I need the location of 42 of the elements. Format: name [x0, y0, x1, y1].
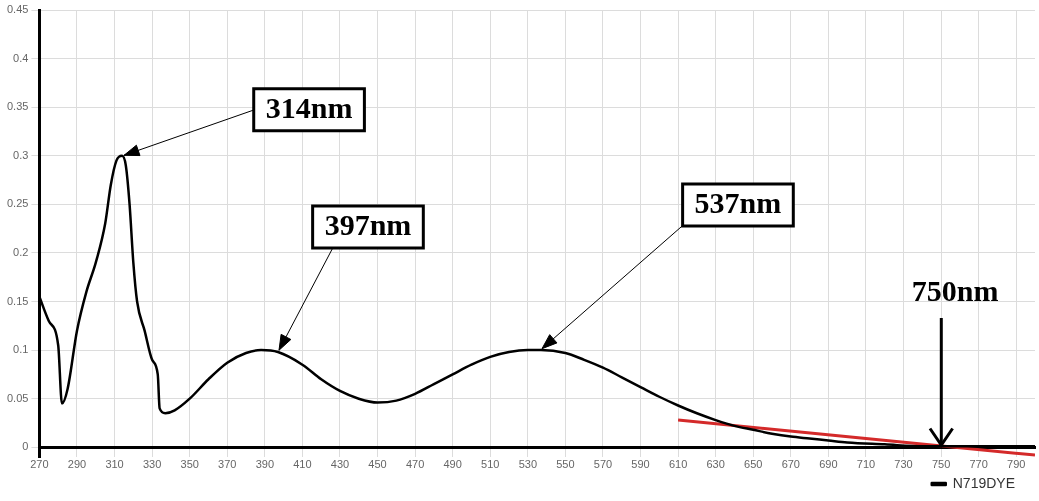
x-tick-label: 470 — [405, 457, 425, 470]
x-tick-label: 650 — [744, 457, 763, 470]
y-tick-label: 0 — [22, 440, 29, 453]
x-tick-label: 570 — [593, 457, 613, 470]
legend-label: N719DYE — [952, 474, 1016, 491]
x-tick-label: 550 — [556, 457, 575, 470]
x-tick-label: 610 — [668, 457, 688, 470]
x-tick-label: 730 — [894, 457, 913, 470]
annotation: 750nm — [911, 274, 999, 308]
x-tick-label: 490 — [443, 457, 462, 470]
y-tick-label: 0.1 — [13, 343, 29, 356]
annotation: 314nm — [265, 90, 353, 124]
x-tick-label: 670 — [781, 457, 800, 470]
y-tick-label: 0.35 — [6, 100, 29, 113]
x-tick-label: 390 — [255, 457, 275, 470]
x-tick-label: 430 — [330, 457, 350, 470]
x-tick-label: 330 — [142, 457, 162, 470]
x-tick-label: 450 — [368, 457, 387, 470]
y-tick-label: 0.25 — [6, 197, 29, 210]
y-tick-label: 0.4 — [13, 51, 29, 64]
x-tick-label: 590 — [631, 457, 650, 470]
x-tick-label: 790 — [1007, 457, 1026, 470]
x-tick-label: 770 — [969, 457, 988, 470]
x-tick-label: 310 — [105, 457, 124, 470]
annotation: 397nm — [324, 207, 412, 241]
x-tick-label: 370 — [218, 457, 237, 470]
y-tick-label: 0.05 — [6, 391, 29, 404]
y-tick-label: 0.2 — [13, 245, 29, 258]
y-tick-label: 0.15 — [6, 294, 29, 307]
x-tick-label: 270 — [30, 457, 49, 470]
x-tick-label: 350 — [180, 457, 199, 470]
x-tick-label: 290 — [67, 457, 87, 470]
x-tick-label: 510 — [481, 457, 500, 470]
x-tick-label: 710 — [856, 457, 876, 470]
x-tick-label: 750 — [931, 457, 951, 470]
y-tick-label: 0.3 — [13, 148, 29, 161]
x-tick-label: 630 — [706, 457, 725, 470]
annotation: 537nm — [694, 185, 782, 219]
y-tick-label: 0.45 — [6, 3, 29, 16]
x-tick-label: 690 — [819, 457, 838, 470]
x-tick-label: 530 — [518, 457, 537, 470]
x-tick-label: 410 — [293, 457, 312, 470]
